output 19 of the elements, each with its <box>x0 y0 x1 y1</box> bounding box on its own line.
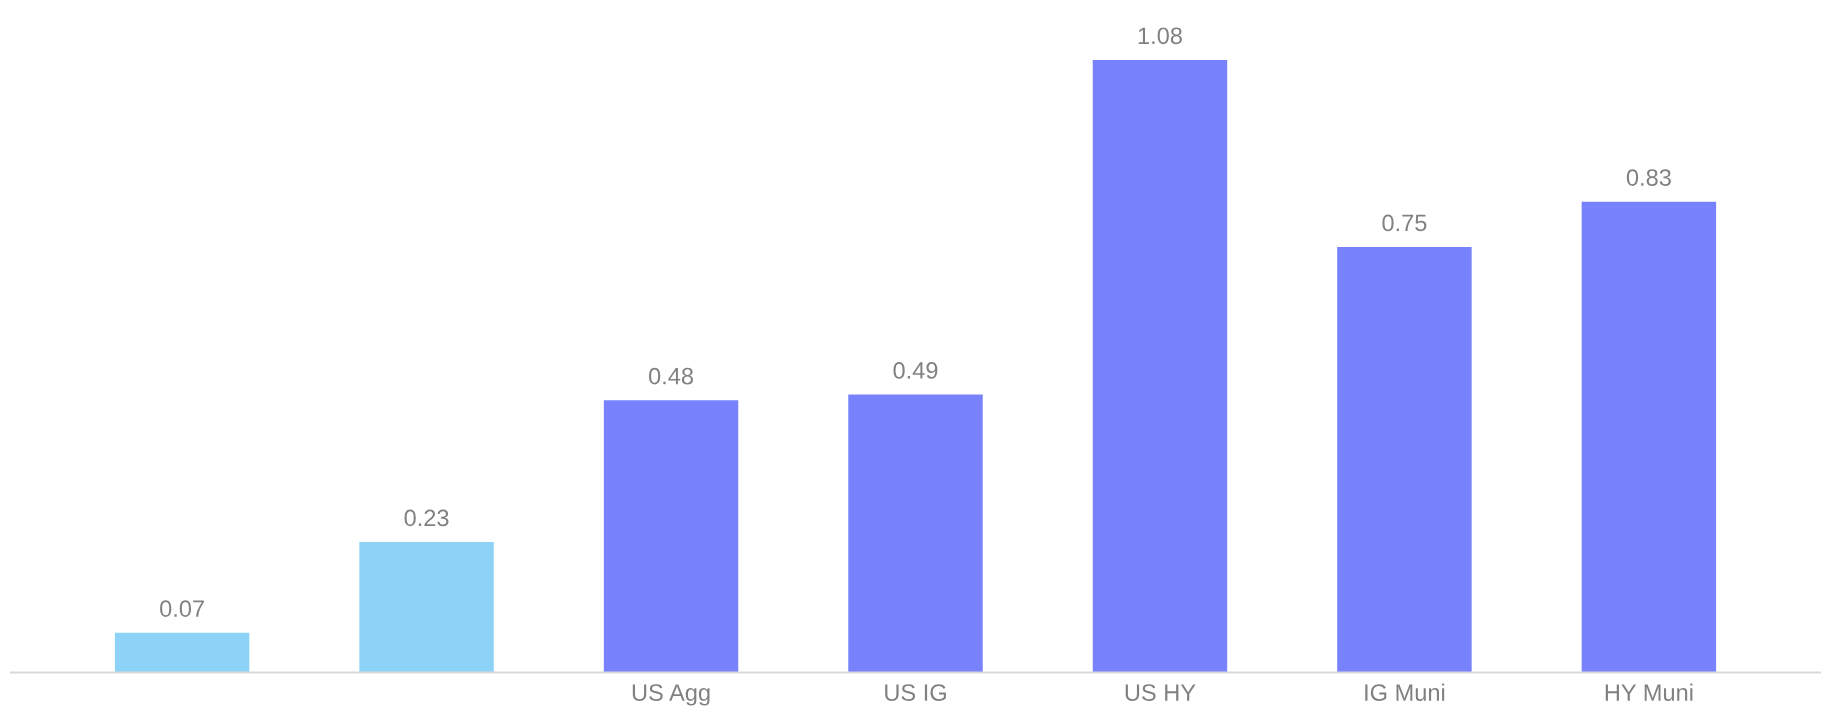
x-tick-label: US IG <box>885 684 946 701</box>
data-label: 0.07 <box>160 600 204 617</box>
data-label: 0.75 <box>1382 214 1427 232</box>
data-label: 0.83 <box>1626 169 1671 186</box>
x-tick-label: US HY <box>1125 684 1196 701</box>
data-label: 1.08 <box>1138 27 1182 45</box>
x-tick-label: HY Muni <box>1605 683 1693 701</box>
x-tick-label: US Agg <box>632 684 710 706</box>
data-label: 0.49 <box>893 362 938 379</box>
bar <box>1581 201 1717 673</box>
bar <box>1337 247 1472 673</box>
bar <box>1092 59 1228 673</box>
data-label: 0.48 <box>648 367 693 385</box>
data-label: 0.23 <box>404 509 449 527</box>
bar <box>359 542 494 673</box>
bar <box>848 394 983 673</box>
bar <box>114 632 250 673</box>
bar <box>603 400 739 673</box>
x-tick-label: IG Muni <box>1365 683 1445 701</box>
